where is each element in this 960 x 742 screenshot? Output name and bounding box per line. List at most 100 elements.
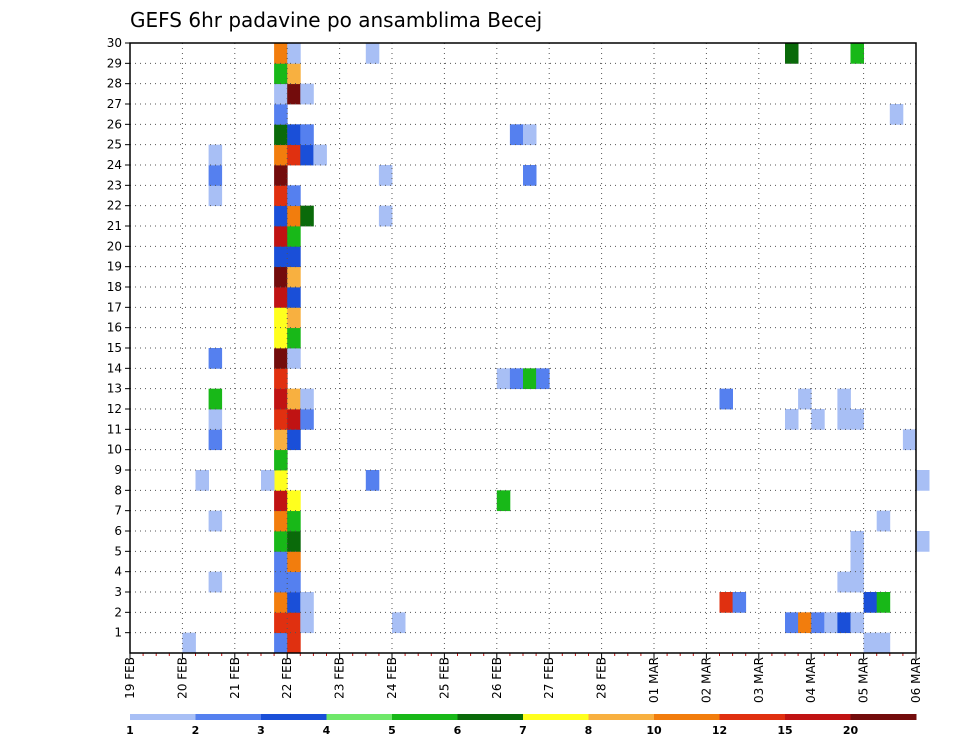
heatmap-cell <box>208 510 223 532</box>
x-tick-label: 02 MAR <box>699 657 713 703</box>
y-tick-label: 8 <box>114 483 122 497</box>
x-tick-label: 04 MAR <box>804 657 818 703</box>
plot-frame <box>129 42 917 654</box>
x-tick-label: 26 FEB <box>490 657 504 699</box>
heatmap-cell <box>798 612 812 634</box>
heatmap-cell <box>523 124 537 146</box>
y-tick-label: 21 <box>107 219 122 233</box>
heatmap-cell <box>208 165 223 186</box>
heatmap-cell <box>850 612 864 634</box>
heatmap-cell <box>287 612 301 634</box>
x-tick-label: 24 FEB <box>385 657 399 699</box>
heatmap-cell <box>274 429 288 451</box>
y-tick-label: 15 <box>107 341 122 355</box>
heatmap-cells <box>182 43 930 654</box>
heatmap-cell <box>496 490 511 512</box>
heatmap-cell <box>274 348 288 369</box>
y-tick-label: 12 <box>107 402 122 416</box>
heatmap-cell <box>785 612 799 634</box>
heatmap-cell <box>365 43 380 64</box>
heatmap-cell <box>274 510 288 532</box>
heatmap-cell <box>509 368 524 390</box>
y-tick-label: 22 <box>107 199 122 213</box>
chart-title: GEFS 6hr padavine po ansamblima Becej <box>130 8 542 32</box>
heatmap-cell <box>287 551 301 573</box>
colorbar-swatch <box>457 714 524 720</box>
x-tick-label: 22 FEB <box>280 657 294 699</box>
y-tick-label: 27 <box>107 97 122 111</box>
heatmap-cell <box>287 144 301 166</box>
colorbar-swatch <box>392 714 458 720</box>
x-tick-label: 03 MAR <box>752 657 766 703</box>
heatmap-cell <box>889 104 904 125</box>
grid-lines <box>130 43 916 653</box>
y-tick-label: 30 <box>107 36 122 50</box>
heatmap-cell <box>287 287 301 308</box>
colorbar: 1 2 3 4 5 6 7 8 10 12 15 20 <box>126 714 917 737</box>
heatmap-cell <box>274 327 288 349</box>
x-axis: 19 FEB 20 FEB 21 FEB 22 FEB 23 FEB 24 FEB 25 F… <box>123 653 923 703</box>
y-tick-label: 29 <box>107 56 122 70</box>
heatmap-cell <box>850 409 864 430</box>
heatmap-cell <box>261 470 275 491</box>
y-tick-label: 25 <box>107 138 122 152</box>
heatmap-cell <box>274 165 288 186</box>
heatmap-cell <box>811 612 825 634</box>
y-tick-label: 7 <box>114 504 122 518</box>
colorbar-swatch <box>261 714 327 720</box>
heatmap-cell <box>902 429 917 451</box>
heatmap-cell <box>274 185 288 207</box>
heatmap-cell <box>850 551 864 573</box>
heatmap-cell <box>876 632 891 654</box>
y-axis: 1234567891011121314151617181920212223242… <box>107 36 130 640</box>
heatmap-cell <box>496 368 511 390</box>
y-tick-label: 18 <box>107 280 122 294</box>
heatmap-cell <box>287 531 301 552</box>
heatmap-cell <box>208 348 223 369</box>
heatmap-cell <box>208 409 223 430</box>
heatmap-cell <box>274 83 288 105</box>
colorbar-label: 12 <box>712 724 727 737</box>
y-tick-label: 17 <box>107 300 122 314</box>
colorbar-swatch <box>195 714 262 720</box>
heatmap-cell <box>274 449 288 471</box>
heatmap-cell <box>274 246 288 268</box>
heatmap-cell <box>287 510 301 532</box>
heatmap-cell <box>850 531 864 552</box>
heatmap-cell <box>274 612 288 634</box>
x-tick-label: 21 FEB <box>228 657 242 699</box>
heatmap-cell <box>850 571 864 593</box>
heatmap-cell <box>732 592 747 613</box>
colorbar-label: 10 <box>646 724 662 737</box>
heatmap-cell <box>287 632 301 654</box>
y-tick-label: 11 <box>107 422 122 436</box>
heatmap-cell <box>837 388 851 410</box>
heatmap-cell <box>287 205 301 227</box>
y-tick-label: 26 <box>107 117 122 131</box>
y-tick-label: 6 <box>114 524 122 538</box>
heatmap-cell <box>300 409 314 430</box>
colorbar-label: 7 <box>519 724 527 737</box>
heatmap-cell <box>378 165 393 186</box>
heatmap-cell <box>523 165 537 186</box>
heatmap-cell <box>300 388 314 410</box>
colorbar-label: 2 <box>192 724 200 737</box>
x-tick-label: 19 FEB <box>123 657 137 699</box>
y-tick-label: 2 <box>114 605 122 619</box>
heatmap-cell <box>863 632 878 654</box>
heatmap-cell <box>274 368 288 390</box>
heatmap-cell <box>785 43 799 64</box>
x-tick-label: 25 FEB <box>437 657 451 699</box>
heatmap-cell <box>300 205 314 227</box>
heatmap-cell <box>274 104 288 125</box>
heatmap-cell <box>837 612 851 634</box>
heatmap-cell <box>274 144 288 166</box>
y-tick-label: 20 <box>107 239 122 253</box>
heatmap-cell <box>287 43 301 64</box>
x-tick-label: 05 MAR <box>857 657 871 703</box>
heatmap-cell <box>274 551 288 573</box>
colorbar-label: 5 <box>388 724 396 737</box>
heatmap-cell <box>811 409 825 430</box>
y-tick-label: 10 <box>107 443 122 457</box>
heatmap-cell <box>208 429 223 451</box>
